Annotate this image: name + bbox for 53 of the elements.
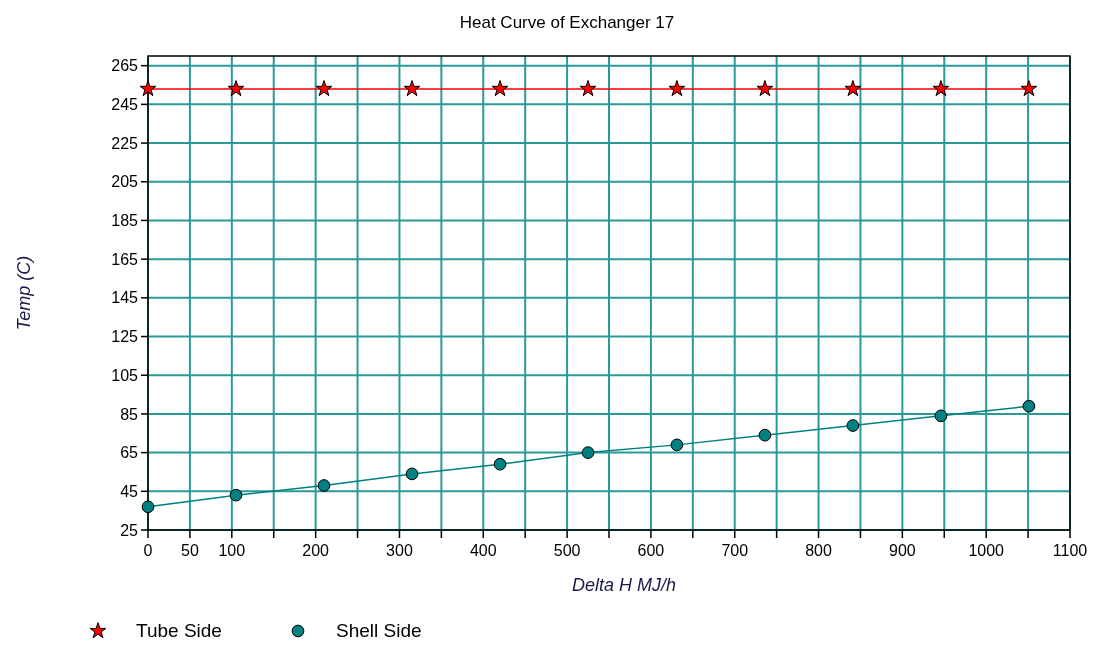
point [405,467,419,481]
y-tick-label: 85 [120,405,139,423]
point [758,428,772,442]
y-tick-label: 105 [111,366,139,384]
point [491,80,509,97]
y-tick-label: 25 [120,521,139,539]
point [846,419,860,432]
y-tick-label: 165 [111,250,139,268]
y-tick-label: 225 [111,134,139,152]
point [403,80,421,97]
y-tick-label: 185 [111,212,139,230]
x-tick-label: 50 [181,542,199,559]
legend-label: Shell Side [336,620,422,641]
x-tick-label: 600 [637,542,665,559]
point [668,80,686,97]
y-axis-title: Temp (C) [14,255,34,331]
point [581,446,595,459]
x-tick-label: 0 [143,542,153,559]
x-tick-label: 900 [889,542,916,559]
y-tick-label: 45 [120,482,139,500]
point [493,457,507,471]
x-tick-label: 1100 [1052,542,1088,559]
x-tick-label: 200 [302,542,330,559]
point [229,488,243,502]
y-tick-label: 65 [120,444,139,462]
point [579,80,597,97]
x-tick-label: 500 [553,542,581,559]
x-tick-label: 1000 [968,542,1005,559]
point [934,409,948,423]
x-tick-label: 700 [721,542,749,559]
x-tick-label: 400 [469,542,497,559]
point [1020,80,1038,97]
y-tick-label: 125 [111,328,139,346]
point [315,80,333,97]
x-tick-label: 100 [218,542,246,559]
y-tick-label: 145 [111,289,139,307]
point [1022,399,1036,413]
y-tick-label: 265 [111,57,139,75]
point [932,80,950,97]
point [141,500,155,514]
point [844,80,862,97]
chart-title: Heat Curve of Exchanger 17 [459,13,675,32]
point [756,80,774,97]
x-axis-title: Delta H MJ/h [571,575,677,595]
point [670,438,684,452]
y-tick-label: 245 [111,95,139,113]
y-tick-label: 205 [111,173,139,191]
legend-label: Tube Side [136,620,222,641]
point [139,80,157,97]
x-tick-label: 300 [386,542,413,559]
point [317,479,331,492]
x-tick-label: 800 [805,542,832,559]
point [227,80,245,97]
